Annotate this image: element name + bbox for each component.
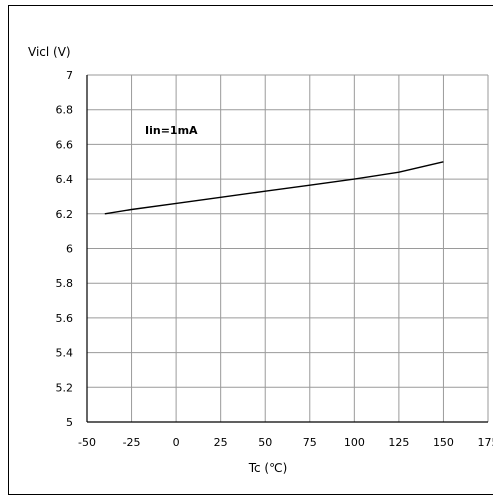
series-lines [105, 162, 444, 214]
x-tick-label: 50 [258, 436, 272, 449]
y-tick-label: 6.6 [56, 138, 74, 151]
y-tick-label: 6.2 [56, 208, 74, 221]
y-tick-label: 6.8 [56, 104, 74, 117]
y-tick-label: 7 [66, 69, 73, 82]
y-tick-label: 5 [66, 416, 73, 429]
x-tick-label: -50 [78, 436, 96, 449]
x-tick-labels: -50 -25 0 25 50 75 100 125 150 175 [78, 436, 493, 449]
x-axis-label: Tc (℃) [248, 461, 288, 475]
y-axis-label: Vicl (V) [28, 45, 71, 59]
x-tick-label: -25 [123, 436, 141, 449]
y-tick-labels: 5 5.2 5.4 5.6 5.8 6 6.2 6.4 6.6 6.8 7 [56, 69, 74, 429]
x-tick-label: 125 [388, 436, 409, 449]
y-tick-label: 5.6 [56, 312, 74, 325]
x-tick-label: 150 [433, 436, 454, 449]
x-tick-label: 75 [303, 436, 317, 449]
y-tick-label: 5.4 [56, 347, 74, 360]
annotation-label: Iin=1mA [145, 124, 198, 137]
y-tick-label: 5.2 [56, 381, 74, 394]
x-tick-label: 25 [214, 436, 228, 449]
series-line [105, 162, 444, 214]
x-tick-label: 100 [344, 436, 365, 449]
x-tick-label: 0 [173, 436, 180, 449]
y-tick-label: 6 [66, 243, 73, 256]
y-tick-label: 5.8 [56, 277, 74, 290]
x-tick-label: 175 [478, 436, 493, 449]
y-tick-label: 6.4 [56, 173, 74, 186]
